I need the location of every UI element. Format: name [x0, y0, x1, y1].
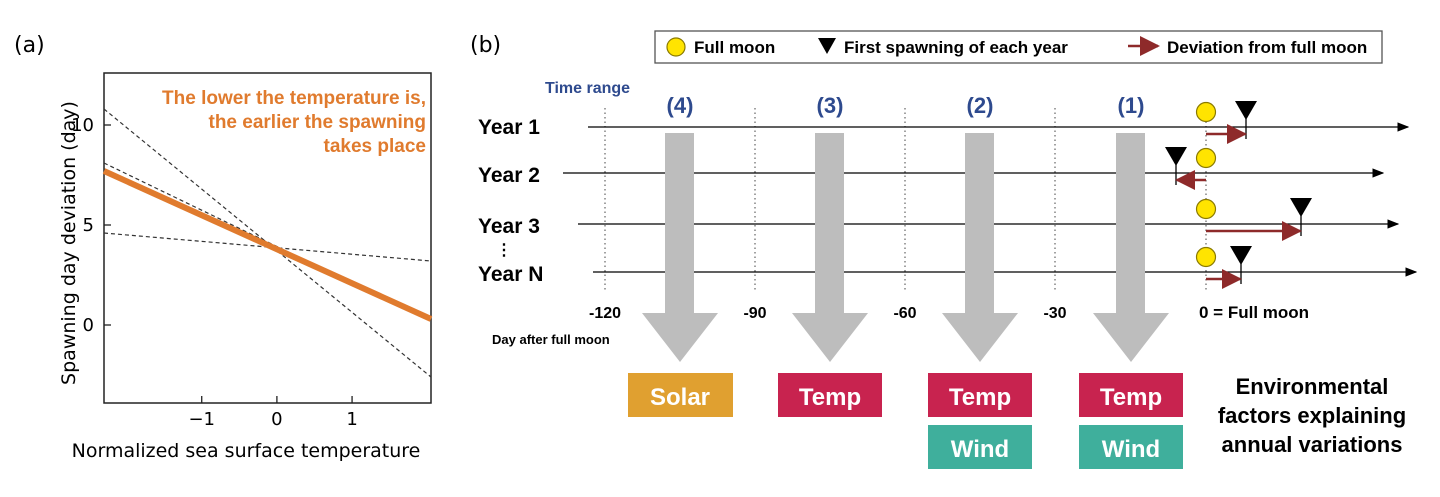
- caption-line-1: Environmental: [1236, 374, 1389, 399]
- annotation-line: takes place: [324, 136, 426, 157]
- factor-boxes: Solar Temp Temp Wind Temp Wind: [628, 373, 1183, 469]
- annotation-text: The lower the temperature is, the earlier…: [162, 88, 426, 157]
- factor-wind-2-text: Wind: [951, 436, 1009, 463]
- factor-box-wind-1: [1079, 425, 1183, 469]
- range-label-1: (1): [1118, 93, 1145, 118]
- range-arrow-4: [642, 133, 718, 362]
- legend: Full moon First spawning of each year De…: [654, 30, 1383, 64]
- y-tick-label: 5: [83, 215, 94, 236]
- year-label-1: Year 1: [478, 116, 540, 139]
- full-moon-marker: [1195, 101, 1217, 123]
- spawning-marker: [1165, 147, 1187, 166]
- legend-full-moon: Full moon: [694, 38, 775, 57]
- year-label-2: Year 2: [478, 164, 540, 187]
- factor-box-temp-3: [778, 373, 882, 417]
- legend-first-spawning: First spawning of each year: [844, 38, 1068, 57]
- spawning-triangle-icon: [818, 38, 836, 54]
- y-tick-label: 10: [71, 115, 94, 136]
- year-label-3: Year 3: [478, 215, 540, 238]
- day-gridlines: [604, 108, 1207, 292]
- x-tick-label: 0: [271, 409, 282, 430]
- x-tick-label: −1: [188, 409, 215, 430]
- factor-temp-1-text: Temp: [1100, 384, 1162, 411]
- factor-box-temp-1: [1079, 373, 1183, 417]
- full-moon-marker: [1195, 198, 1217, 220]
- full-moon-marker: [1195, 246, 1217, 268]
- factor-box-temp-2: [928, 373, 1032, 417]
- range-label-2: (2): [967, 93, 994, 118]
- caption-line-2: factors explaining: [1218, 403, 1406, 428]
- range-arrow-3: [792, 133, 868, 362]
- spawning-marker: [1290, 198, 1312, 217]
- tick-minus90: -90: [743, 305, 766, 322]
- legend-box: [654, 30, 1383, 64]
- plot-frame: [103, 72, 432, 404]
- x-axis-label: Normalized sea surface temperature: [72, 440, 421, 462]
- factor-wind-1-text: Wind: [1102, 436, 1160, 463]
- tick-minus120: -120: [589, 305, 621, 322]
- factor-box-wind-2: [928, 425, 1032, 469]
- chart-lines: [102, 108, 433, 378]
- x-tick-label: 1: [346, 409, 357, 430]
- day-axis-title: Day after full moon: [492, 332, 610, 347]
- range-label-3: (3): [817, 93, 844, 118]
- factor-temp-2-text: Temp: [949, 384, 1011, 411]
- full-moon-icon: [666, 37, 686, 57]
- range-arrow-2: [942, 133, 1018, 362]
- factors-caption: Environmental factors explaining annual …: [1218, 374, 1406, 457]
- tick-minus30: -30: [1043, 305, 1066, 322]
- year-ellipsis: ⋮: [496, 242, 512, 259]
- y-tick-label: 0: [83, 315, 94, 336]
- factor-solar-text: Solar: [650, 384, 710, 411]
- annotation-line: the earlier the spawning: [209, 112, 427, 133]
- range-label-4: (4): [667, 93, 694, 118]
- spawning-marker: [1235, 101, 1257, 120]
- legend-deviation: Deviation from full moon: [1167, 38, 1367, 57]
- fit-line: [102, 168, 433, 322]
- range-arrows: [642, 133, 1169, 362]
- full-moon-marker: [1195, 147, 1217, 169]
- year-label-n: Year N: [478, 263, 543, 286]
- panel-a-label: (a): [14, 33, 45, 58]
- chart-annotation: The lower the temperature is, the earlier…: [162, 88, 426, 157]
- factor-temp-3-text: Temp: [799, 384, 861, 411]
- spawning-marker: [1230, 246, 1252, 265]
- tick-minus60: -60: [893, 305, 916, 322]
- time-range-label: Time range: [545, 80, 630, 97]
- y-axis-label: Spawning day deviation (day): [58, 101, 80, 385]
- yearly-events: [1165, 101, 1312, 289]
- panel-b-label: (b): [470, 33, 501, 58]
- tick-zero-full-moon: 0 = Full moon: [1199, 303, 1309, 322]
- factor-box-solar: [628, 373, 733, 417]
- range-arrow-1: [1093, 133, 1169, 362]
- annotation-line: The lower the temperature is,: [162, 88, 426, 109]
- caption-line-3: annual variations: [1222, 432, 1403, 457]
